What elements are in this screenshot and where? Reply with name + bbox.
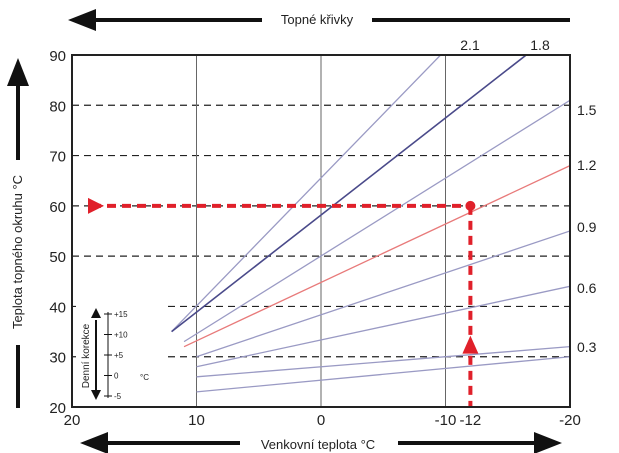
y-tick-label-80: 80: [49, 98, 66, 115]
y-tick-label-30: 30: [49, 350, 66, 367]
curve-label-2.1: 2.1: [460, 37, 480, 53]
curve-0.3: [196, 346, 570, 378]
y-axis-title: Teplota topného okruhu °C: [10, 175, 25, 329]
inset-tick-label-0: +15: [114, 310, 128, 319]
bottom-arrow-left-head: [80, 432, 108, 453]
bottom-arrow-right-head: [534, 432, 562, 453]
curve-label-0.3: 0.3: [577, 339, 597, 355]
y-tick-label-50: 50: [49, 249, 66, 266]
curve-1.8: [171, 55, 528, 333]
curve-label-0.6: 0.6: [577, 280, 597, 296]
annotation-point: [465, 200, 476, 211]
y-tick-label-90: 90: [49, 48, 66, 65]
curve-0.6: [196, 285, 570, 368]
chart-title: Topné křivky: [281, 12, 354, 27]
curve-label-1.8: 1.8: [530, 37, 550, 53]
x-tick-label--12: -12: [460, 412, 482, 429]
inset-arrow-up-head: [91, 308, 101, 318]
annotation-up-arrow-head: [462, 335, 479, 354]
inset-label: Denní korekce: [81, 323, 92, 388]
curve-0.9: [196, 230, 570, 358]
inset-arrow-down-head: [91, 390, 101, 400]
curve-1.2: [183, 165, 570, 348]
x-axis-title: Venkovní teplota °C: [261, 437, 375, 452]
inset-tick-label-4: -5: [114, 392, 122, 401]
curve-label-0.9: 0.9: [577, 219, 597, 235]
inset-tick-label-3: 0: [114, 372, 119, 381]
x-tick-label--20: -20: [559, 412, 581, 429]
inset-tick-label-2: +5: [114, 351, 124, 360]
annotation-left-arrow-head: [88, 197, 104, 214]
curve-1.5: [183, 99, 570, 343]
curve-labels: 2.1 1.8 1.5 1.2 0.9 0.6 0.3: [460, 37, 596, 355]
y-tick-label-60: 60: [49, 199, 66, 216]
x-tick-label-20: 20: [64, 412, 81, 429]
curves: [171, 55, 570, 393]
x-tick-label-0: 0: [317, 412, 325, 429]
curve-2.1: [171, 55, 442, 333]
grid: [72, 55, 570, 407]
y-tick-label-20: 20: [49, 400, 66, 417]
inset-unit: °C: [140, 373, 149, 382]
curve-label-1.2: 1.2: [577, 157, 597, 173]
x-tick-label-10: 10: [188, 412, 205, 429]
x-tick-label--10: -10: [435, 412, 457, 429]
y-tick-label-70: 70: [49, 149, 66, 166]
inset-tick-label-1: +10: [114, 331, 128, 340]
tick-labels: 20 30 40 50 60 70 80 90 20 10 0 -10 -12 -20: [49, 48, 581, 429]
curve-unlabeled-7: [196, 356, 570, 393]
top-arrow-head: [68, 9, 96, 31]
y-tick-label-40: 40: [49, 299, 66, 316]
annotation: [88, 197, 479, 407]
curve-label-1.5: 1.5: [577, 102, 597, 118]
daily-correction-inset: Denní korekce +15 +10 +5 0 -5 °C: [76, 300, 168, 404]
plot-frame: [71, 54, 571, 408]
left-arrow-head: [7, 58, 29, 86]
